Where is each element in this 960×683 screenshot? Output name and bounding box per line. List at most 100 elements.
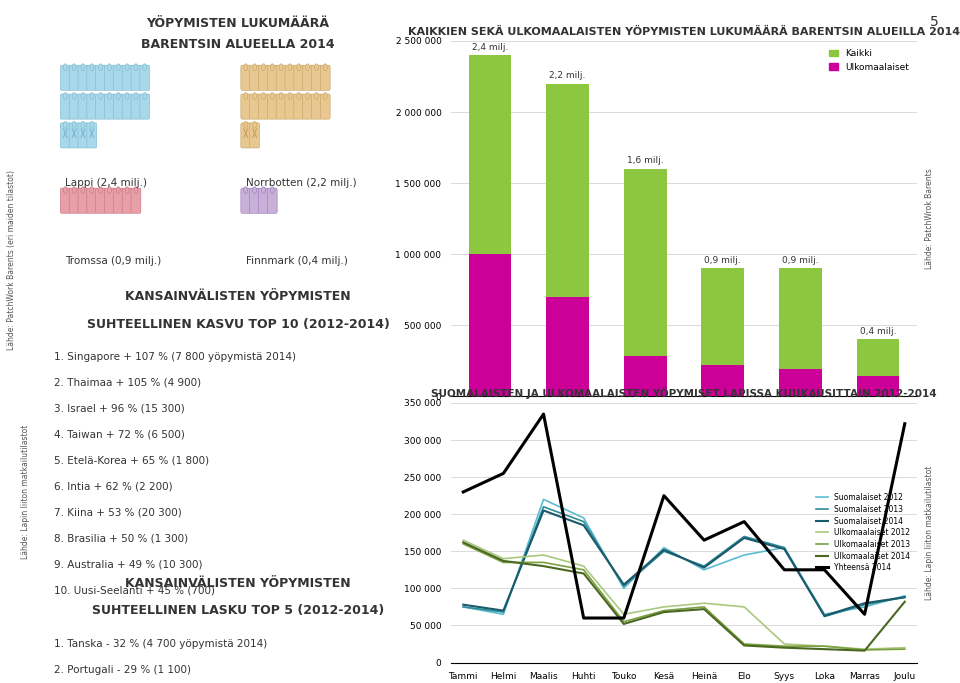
FancyBboxPatch shape [321,94,330,119]
Circle shape [81,186,84,193]
Bar [780,369,822,396]
Circle shape [261,64,265,70]
FancyBboxPatch shape [302,94,313,119]
Circle shape [72,64,76,70]
Circle shape [252,186,256,193]
FancyBboxPatch shape [241,188,251,213]
Circle shape [90,122,94,128]
Suomalaiset 2014 [538,506,549,514]
FancyBboxPatch shape [60,94,70,119]
Circle shape [261,93,265,100]
Suomalaiset 2013 [899,593,910,601]
Ulkomaalaiset 2014 [779,643,790,652]
Circle shape [90,93,94,100]
FancyBboxPatch shape [69,123,79,148]
Suomalaiset 2014 [738,534,750,542]
Circle shape [108,186,111,193]
FancyBboxPatch shape [60,188,70,213]
FancyBboxPatch shape [241,94,251,119]
Circle shape [63,64,67,70]
Circle shape [81,93,84,100]
Suomalaiset 2012 [458,603,469,611]
Suomalaiset 2012 [618,584,630,592]
FancyBboxPatch shape [69,65,79,90]
FancyBboxPatch shape [285,65,295,90]
Circle shape [90,64,94,70]
Yhteensä 2014 [659,492,670,500]
FancyBboxPatch shape [241,65,251,90]
Ulkomaalaiset 2014 [698,605,709,613]
Suomalaiset 2012 [738,551,750,559]
Ulkomaalaiset 2013 [698,603,709,611]
FancyBboxPatch shape [250,188,259,213]
Circle shape [81,64,84,70]
Suomalaiset 2012 [899,591,910,600]
Text: 10. Uusi-Seelanti + 45 % (700): 10. Uusi-Seelanti + 45 % (700) [54,585,215,596]
Circle shape [72,122,76,128]
Ulkomaalaiset 2013 [497,558,509,566]
Suomalaiset 2013 [738,532,750,540]
Text: 2,4 milj.: 2,4 milj. [471,42,508,52]
Text: 1,6 milj.: 1,6 milj. [627,156,663,165]
Title: SUOMALAISTEN JA ULKOMAALAISTEN YÖPYMISET LAPISSA KUUKAUSITTAIN 2012-2014: SUOMALAISTEN JA ULKOMAALAISTEN YÖPYMISET… [431,387,937,400]
Circle shape [116,64,120,70]
Suomalaiset 2014 [497,607,509,615]
Text: 1. Tanska - 32 % (4 700 yöpymistä 2014): 1. Tanska - 32 % (4 700 yöpymistä 2014) [54,639,267,649]
Circle shape [305,93,309,100]
Circle shape [297,93,300,100]
Legend: Suomalaiset 2012, Suomalaiset 2013, Suomalaiset 2014, Ulkomaalaiset 2012, Ulkoma: Suomalaiset 2012, Suomalaiset 2013, Suom… [813,490,913,575]
Text: 2. Thaimaa + 105 % (4 900): 2. Thaimaa + 105 % (4 900) [54,378,201,388]
Suomalaiset 2013 [859,600,871,609]
FancyBboxPatch shape [131,188,141,213]
Text: KANSAINVÄLISTEN YÖPYMISTEN: KANSAINVÄLISTEN YÖPYMISTEN [125,290,351,303]
Ulkomaalaiset 2014 [538,562,549,570]
Suomalaiset 2014 [578,521,589,529]
Ulkomaalaiset 2012 [497,555,509,563]
Circle shape [288,64,292,70]
Text: 2,2 milj.: 2,2 milj. [549,71,586,80]
Circle shape [99,186,103,193]
Ulkomaalaiset 2014 [819,645,830,653]
Yhteensä 2014 [538,410,549,418]
Circle shape [261,186,265,193]
Circle shape [63,186,67,193]
Line: Suomalaiset 2014: Suomalaiset 2014 [464,510,904,616]
Text: YÖPYMISTEN LUKUMÄÄRÄ: YÖPYMISTEN LUKUMÄÄRÄ [147,17,329,30]
Suomalaiset 2014 [899,593,910,601]
Circle shape [271,93,275,100]
Circle shape [116,186,120,193]
FancyBboxPatch shape [140,94,150,119]
Suomalaiset 2012 [859,603,871,611]
Suomalaiset 2012 [698,566,709,574]
Text: Tromssa (0,9 milj.): Tromssa (0,9 milj.) [65,256,161,266]
Circle shape [108,93,111,100]
Circle shape [279,93,283,100]
Circle shape [99,93,103,100]
Yhteensä 2014 [779,566,790,574]
FancyBboxPatch shape [294,94,303,119]
FancyBboxPatch shape [258,65,269,90]
Circle shape [305,64,309,70]
Circle shape [125,93,129,100]
Ulkomaalaiset 2014 [618,620,630,628]
FancyBboxPatch shape [131,94,141,119]
Bar [702,268,744,365]
Circle shape [90,186,94,193]
Yhteensä 2014 [738,518,750,526]
Yhteensä 2014 [859,610,871,618]
FancyBboxPatch shape [105,94,114,119]
Ulkomaalaiset 2013 [578,566,589,574]
Suomalaiset 2012 [578,514,589,522]
Circle shape [72,186,76,193]
FancyBboxPatch shape [86,188,97,213]
Circle shape [244,93,248,100]
FancyBboxPatch shape [321,65,330,90]
FancyBboxPatch shape [96,65,106,90]
Bar [780,268,822,369]
Text: Lähde: Lapin liiton matkailutilastot: Lähde: Lapin liiton matkailutilastot [21,425,31,559]
Circle shape [134,93,138,100]
Bar [856,339,900,376]
Suomalaiset 2014 [618,581,630,589]
Text: 5: 5 [930,15,939,29]
Text: 4. Taiwan + 72 % (6 500): 4. Taiwan + 72 % (6 500) [54,430,184,440]
